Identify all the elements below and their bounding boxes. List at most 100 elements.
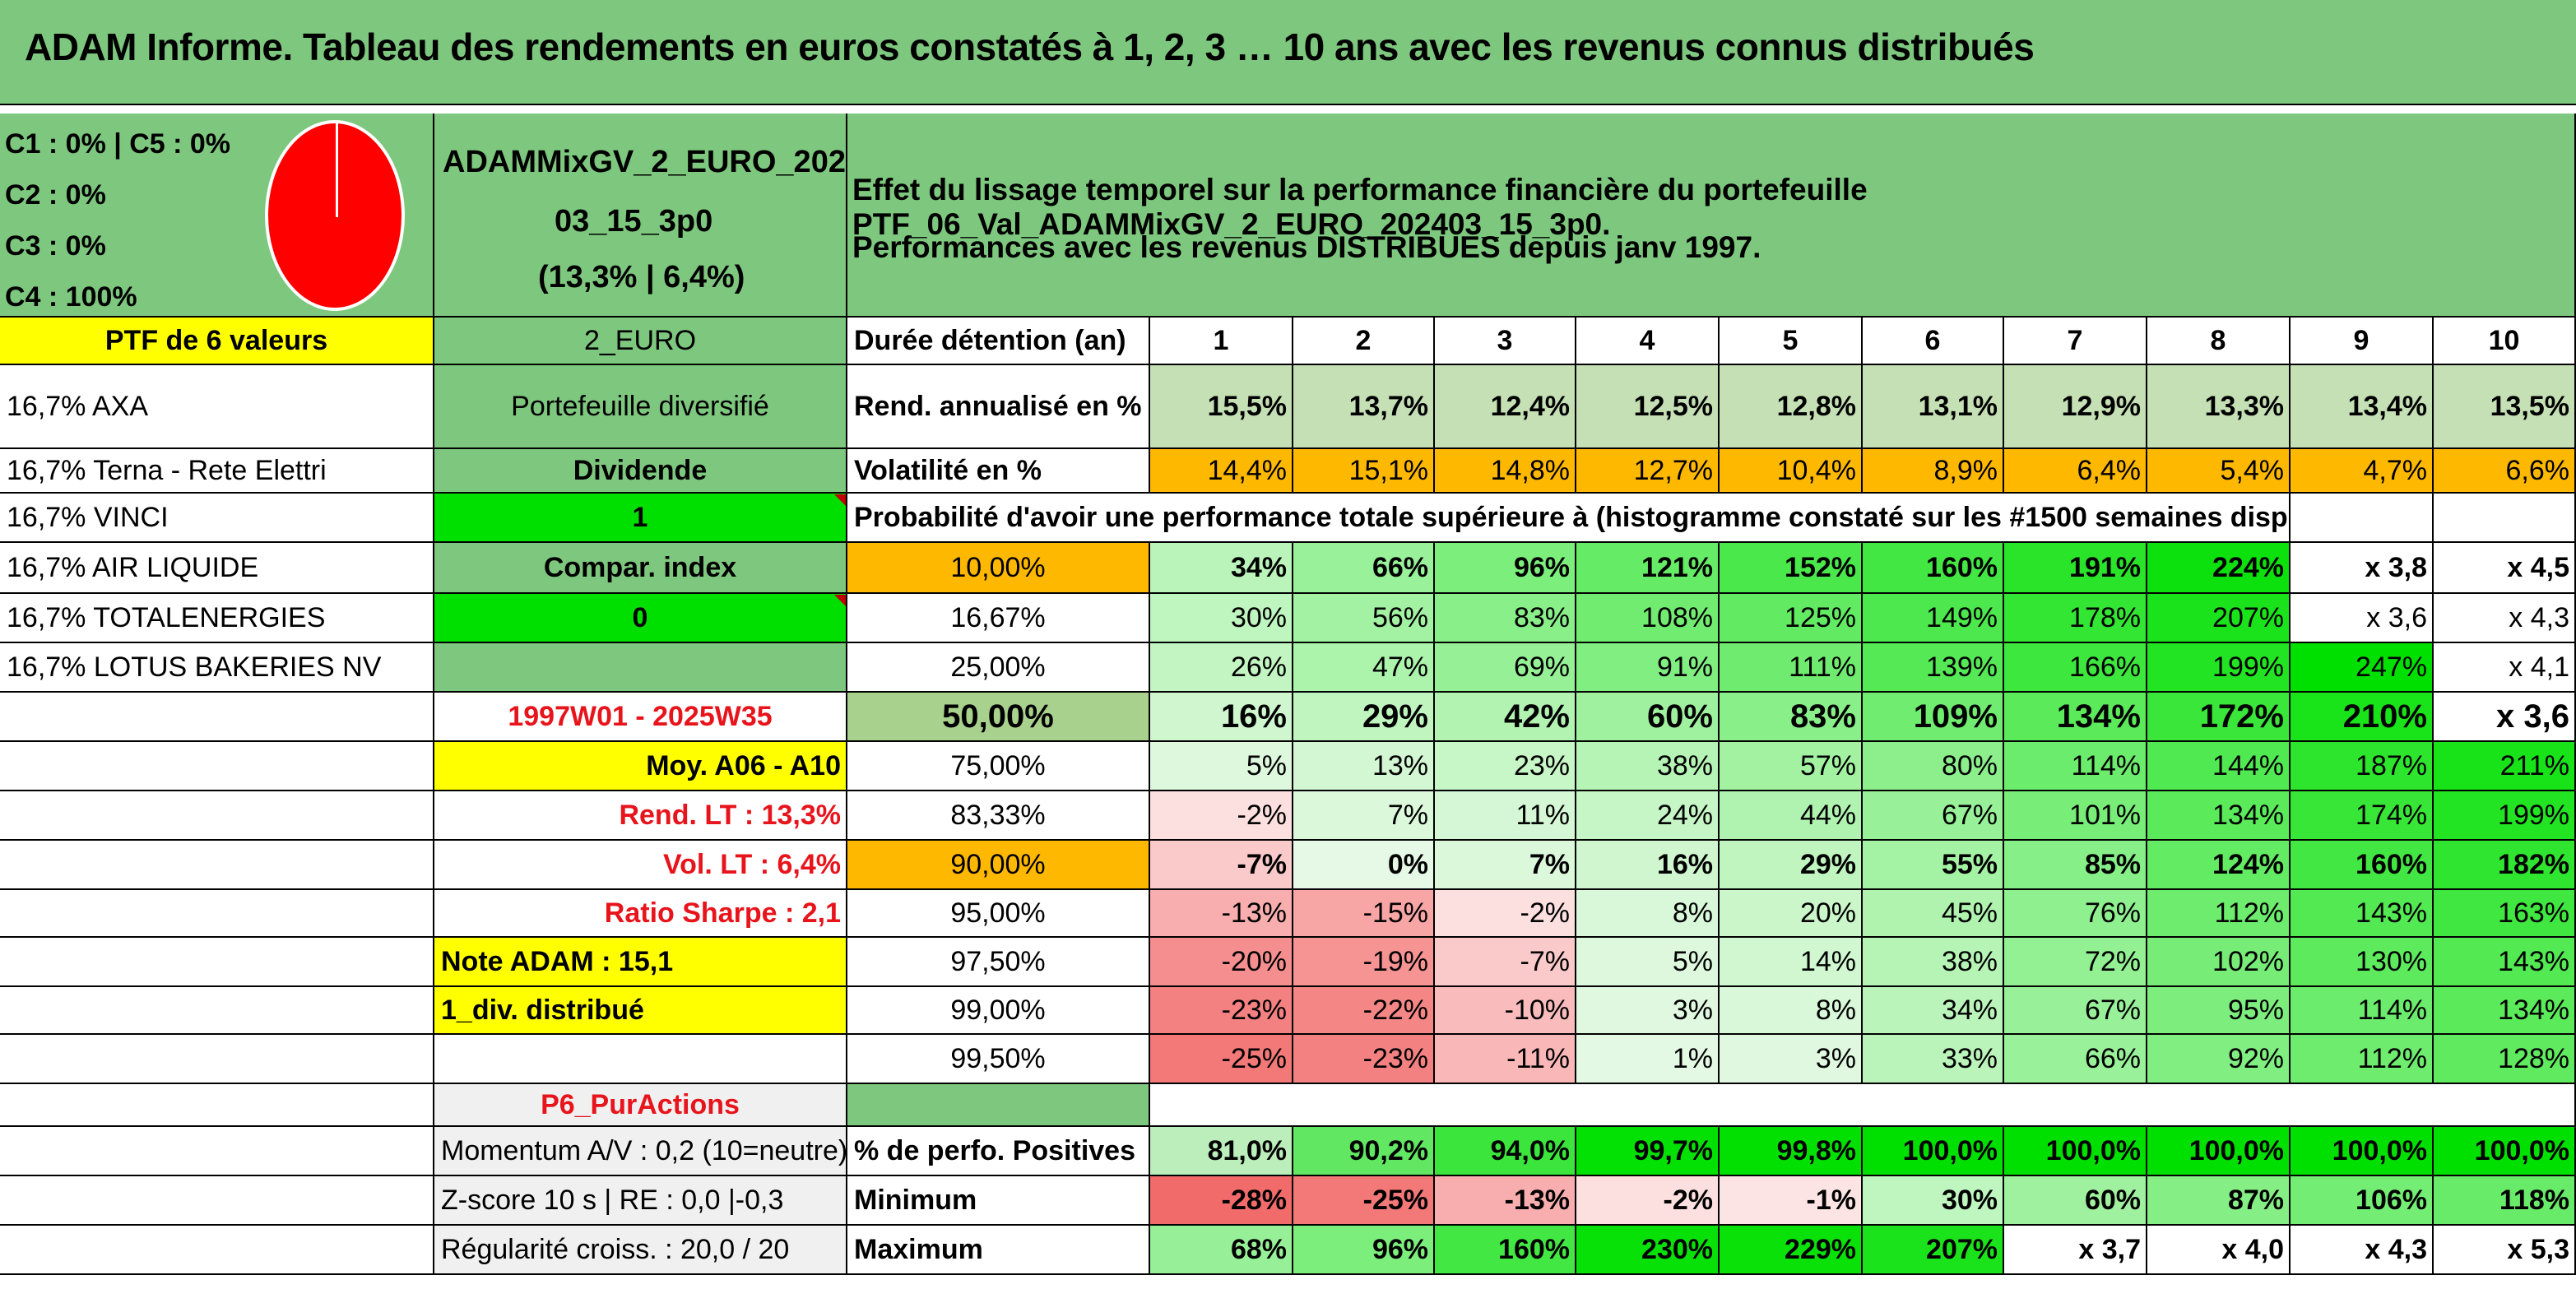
quantile-cell: 26% (1150, 643, 1293, 693)
quantile-cell: x 4,5 (2434, 543, 2576, 594)
quantile-cell: 149% (1863, 594, 2004, 643)
maximum-cell: 68% (1150, 1226, 1293, 1275)
quantile-cell: 47% (1293, 643, 1435, 693)
volatility-label: Volatilité en % (847, 449, 1150, 494)
volatility-cell: 4,7% (2291, 449, 2434, 494)
quantile-cell: 1% (1576, 1035, 1720, 1084)
quantile-cell: 178% (2004, 594, 2147, 643)
year-2: 2 (1293, 318, 1435, 365)
quantile-cell: 101% (2004, 791, 2147, 841)
maximum-cell: x 5,3 (2434, 1226, 2576, 1275)
quantile-cell: 30% (1150, 594, 1293, 643)
positive-perf-cell: 90,2% (1293, 1127, 1435, 1176)
holding-terna: 16,7% Terna - Rete Elettri (0, 449, 434, 494)
quantile-cell: 66% (1293, 543, 1435, 594)
annual-return-cell: 12,9% (2004, 365, 2147, 449)
holding-axa: 16,7% AXA (0, 365, 434, 449)
quantile-cell: 187% (2291, 742, 2434, 791)
quantile-cell: 124% (2147, 841, 2291, 890)
quantile-cell: 34% (1150, 543, 1293, 594)
allocation-pie-chart (265, 120, 405, 311)
maximum-cell: 160% (1435, 1226, 1576, 1275)
quantile-cell: 109% (1863, 693, 2004, 742)
volatility-cell: 15,1% (1293, 449, 1435, 494)
empty-cell (0, 742, 434, 791)
quantile-cell: 38% (1863, 938, 2004, 987)
quantile-cell: 80% (1863, 742, 2004, 791)
category-label: P6_PurActions (434, 1084, 847, 1127)
positive-perf-label: % de perfo. Positives (847, 1127, 1150, 1176)
volatility-cell: 14,8% (1435, 449, 1576, 494)
allocation-c4: C4 : 100% (5, 281, 137, 313)
sharpe-ratio: Ratio Sharpe : 2,1 (434, 890, 847, 938)
quantile-cell: 57% (1720, 742, 1863, 791)
quantile-cell: 128% (2434, 1035, 2576, 1084)
annual-return-cell: 15,5% (1150, 365, 1293, 449)
maximum-cell: x 4,3 (2291, 1226, 2434, 1275)
fund-return-vol: (13,3% | 6,4%) (538, 260, 745, 294)
volatility-cell: 14,4% (1150, 449, 1293, 494)
quantile-cell: 23% (1435, 742, 1576, 791)
quantile-cell: -7% (1150, 841, 1293, 890)
quantile-cell: 55% (1863, 841, 2004, 890)
quantile-cell: x 3,6 (2291, 594, 2434, 643)
quantile-cell: 34% (1863, 987, 2004, 1035)
year-9: 9 (2291, 318, 2434, 365)
holding-air-liquide: 16,7% AIR LIQUIDE (0, 543, 434, 594)
quantile-cell: 33% (1863, 1035, 2004, 1084)
positive-perf-cell: 99,8% (1720, 1127, 1863, 1176)
volatility-cell: 10,4% (1720, 449, 1863, 494)
quantile-label: 97,50% (847, 938, 1150, 987)
quantile-cell: 11% (1435, 791, 1576, 841)
maximum-label: Maximum (847, 1226, 1150, 1275)
empty-cell (0, 1035, 434, 1084)
long-term-return: Rend. LT : 13,3% (434, 791, 847, 841)
quantile-cell: 42% (1435, 693, 1576, 742)
intro-line1: Effet du lissage temporel sur la perform… (852, 173, 1868, 241)
quantile-cell: 174% (2291, 791, 2434, 841)
empty-cell (0, 1084, 434, 1127)
quantile-label: 95,00% (847, 890, 1150, 938)
minimum-cell: 30% (1863, 1176, 2004, 1226)
quantile-cell: -23% (1150, 987, 1293, 1035)
annual-return-cell: 12,8% (1720, 365, 1863, 449)
holding-lotus-bakeries: 16,7% LOTUS BAKERIES NV (0, 643, 434, 693)
quantile-cell: x 4,1 (2434, 643, 2576, 693)
quantile-cell: 108% (1576, 594, 1720, 643)
quantile-cell: 114% (2004, 742, 2147, 791)
annual-return-cell: 12,5% (1576, 365, 1720, 449)
fund-name-line2: 03_15_3p0 (555, 204, 713, 239)
quantile-cell: x 3,8 (2291, 543, 2434, 594)
maximum-cell: 230% (1576, 1226, 1720, 1275)
quantile-cell: -2% (1150, 791, 1293, 841)
quantile-cell: 29% (1720, 841, 1863, 890)
quantile-cell: -11% (1435, 1035, 1576, 1084)
quantile-cell: 130% (2291, 938, 2434, 987)
comment-marker-icon (834, 494, 846, 506)
quantile-cell: -15% (1293, 890, 1435, 938)
annual-return-cell: 12,4% (1435, 365, 1576, 449)
allocation-c3: C3 : 0% (5, 230, 106, 262)
quantile-cell: 91% (1576, 643, 1720, 693)
minimum-cell: -28% (1150, 1176, 1293, 1226)
quantile-cell: -22% (1293, 987, 1435, 1035)
quantile-cell: 83% (1720, 693, 1863, 742)
quantile-cell: 20% (1720, 890, 1863, 938)
empty-cell (2291, 494, 2434, 543)
quantile-cell: 5% (1576, 938, 1720, 987)
volatility-cell: 6,6% (2434, 449, 2576, 494)
quantile-cell: 38% (1576, 742, 1720, 791)
positive-perf-cell: 94,0% (1435, 1127, 1576, 1176)
quantile-cell: 134% (2434, 987, 2576, 1035)
quantile-cell: -7% (1435, 938, 1576, 987)
quantile-cell: 13% (1293, 742, 1435, 791)
quantile-cell: -13% (1150, 890, 1293, 938)
annual-return-label: Rend. annualisé en % (847, 365, 1150, 449)
minimum-cell: -2% (1576, 1176, 1720, 1226)
annual-return-cell: 13,5% (2434, 365, 2576, 449)
quantile-label: 90,00% (847, 841, 1150, 890)
quantile-cell: -25% (1150, 1035, 1293, 1084)
quantile-label: 25,00% (847, 643, 1150, 693)
volatility-cell: 6,4% (2004, 449, 2147, 494)
quantile-cell: 207% (2147, 594, 2291, 643)
